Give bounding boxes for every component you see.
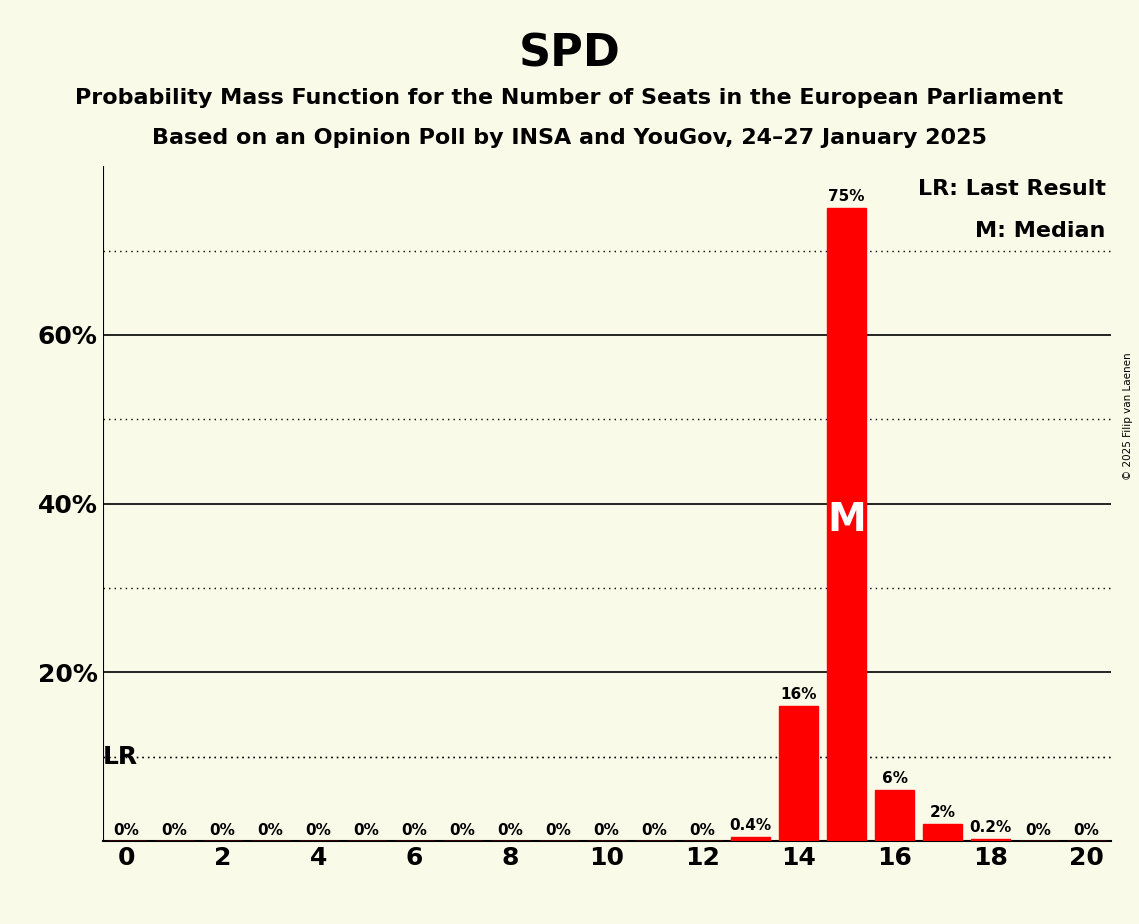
Text: Based on an Opinion Poll by INSA and YouGov, 24–27 January 2025: Based on an Opinion Poll by INSA and You… [153,128,986,148]
Text: 0%: 0% [1074,823,1099,838]
Text: 0%: 0% [162,823,188,838]
Text: 0%: 0% [593,823,620,838]
Bar [731,837,770,841]
Text: © 2025 Filip van Laenen: © 2025 Filip van Laenen [1123,352,1133,480]
Text: LR: LR [103,745,138,769]
Text: 0%: 0% [305,823,331,838]
Bar [779,706,818,841]
Text: 0%: 0% [1025,823,1051,838]
Text: 2%: 2% [929,805,956,820]
Text: SPD: SPD [518,32,621,76]
Text: 0%: 0% [353,823,379,838]
Text: M: M [827,502,866,540]
Text: 0%: 0% [257,823,284,838]
Text: 0.2%: 0.2% [969,820,1011,835]
Text: 0%: 0% [498,823,524,838]
Bar [972,839,1009,841]
Text: 6%: 6% [882,771,908,786]
Text: Probability Mass Function for the Number of Seats in the European Parliament: Probability Mass Function for the Number… [75,88,1064,108]
Text: 0%: 0% [114,823,139,838]
Text: 0%: 0% [689,823,715,838]
Text: 75%: 75% [828,189,865,204]
Text: LR: Last Result: LR: Last Result [918,179,1106,199]
Bar [875,790,913,841]
Text: 0%: 0% [450,823,475,838]
Text: 0%: 0% [546,823,572,838]
Text: M: Median: M: Median [975,221,1106,241]
Text: 0%: 0% [210,823,236,838]
Text: 16%: 16% [780,687,817,701]
Bar [827,209,866,841]
Bar [924,824,961,841]
Text: 0%: 0% [402,823,427,838]
Text: 0.4%: 0.4% [729,819,771,833]
Text: 0%: 0% [641,823,667,838]
